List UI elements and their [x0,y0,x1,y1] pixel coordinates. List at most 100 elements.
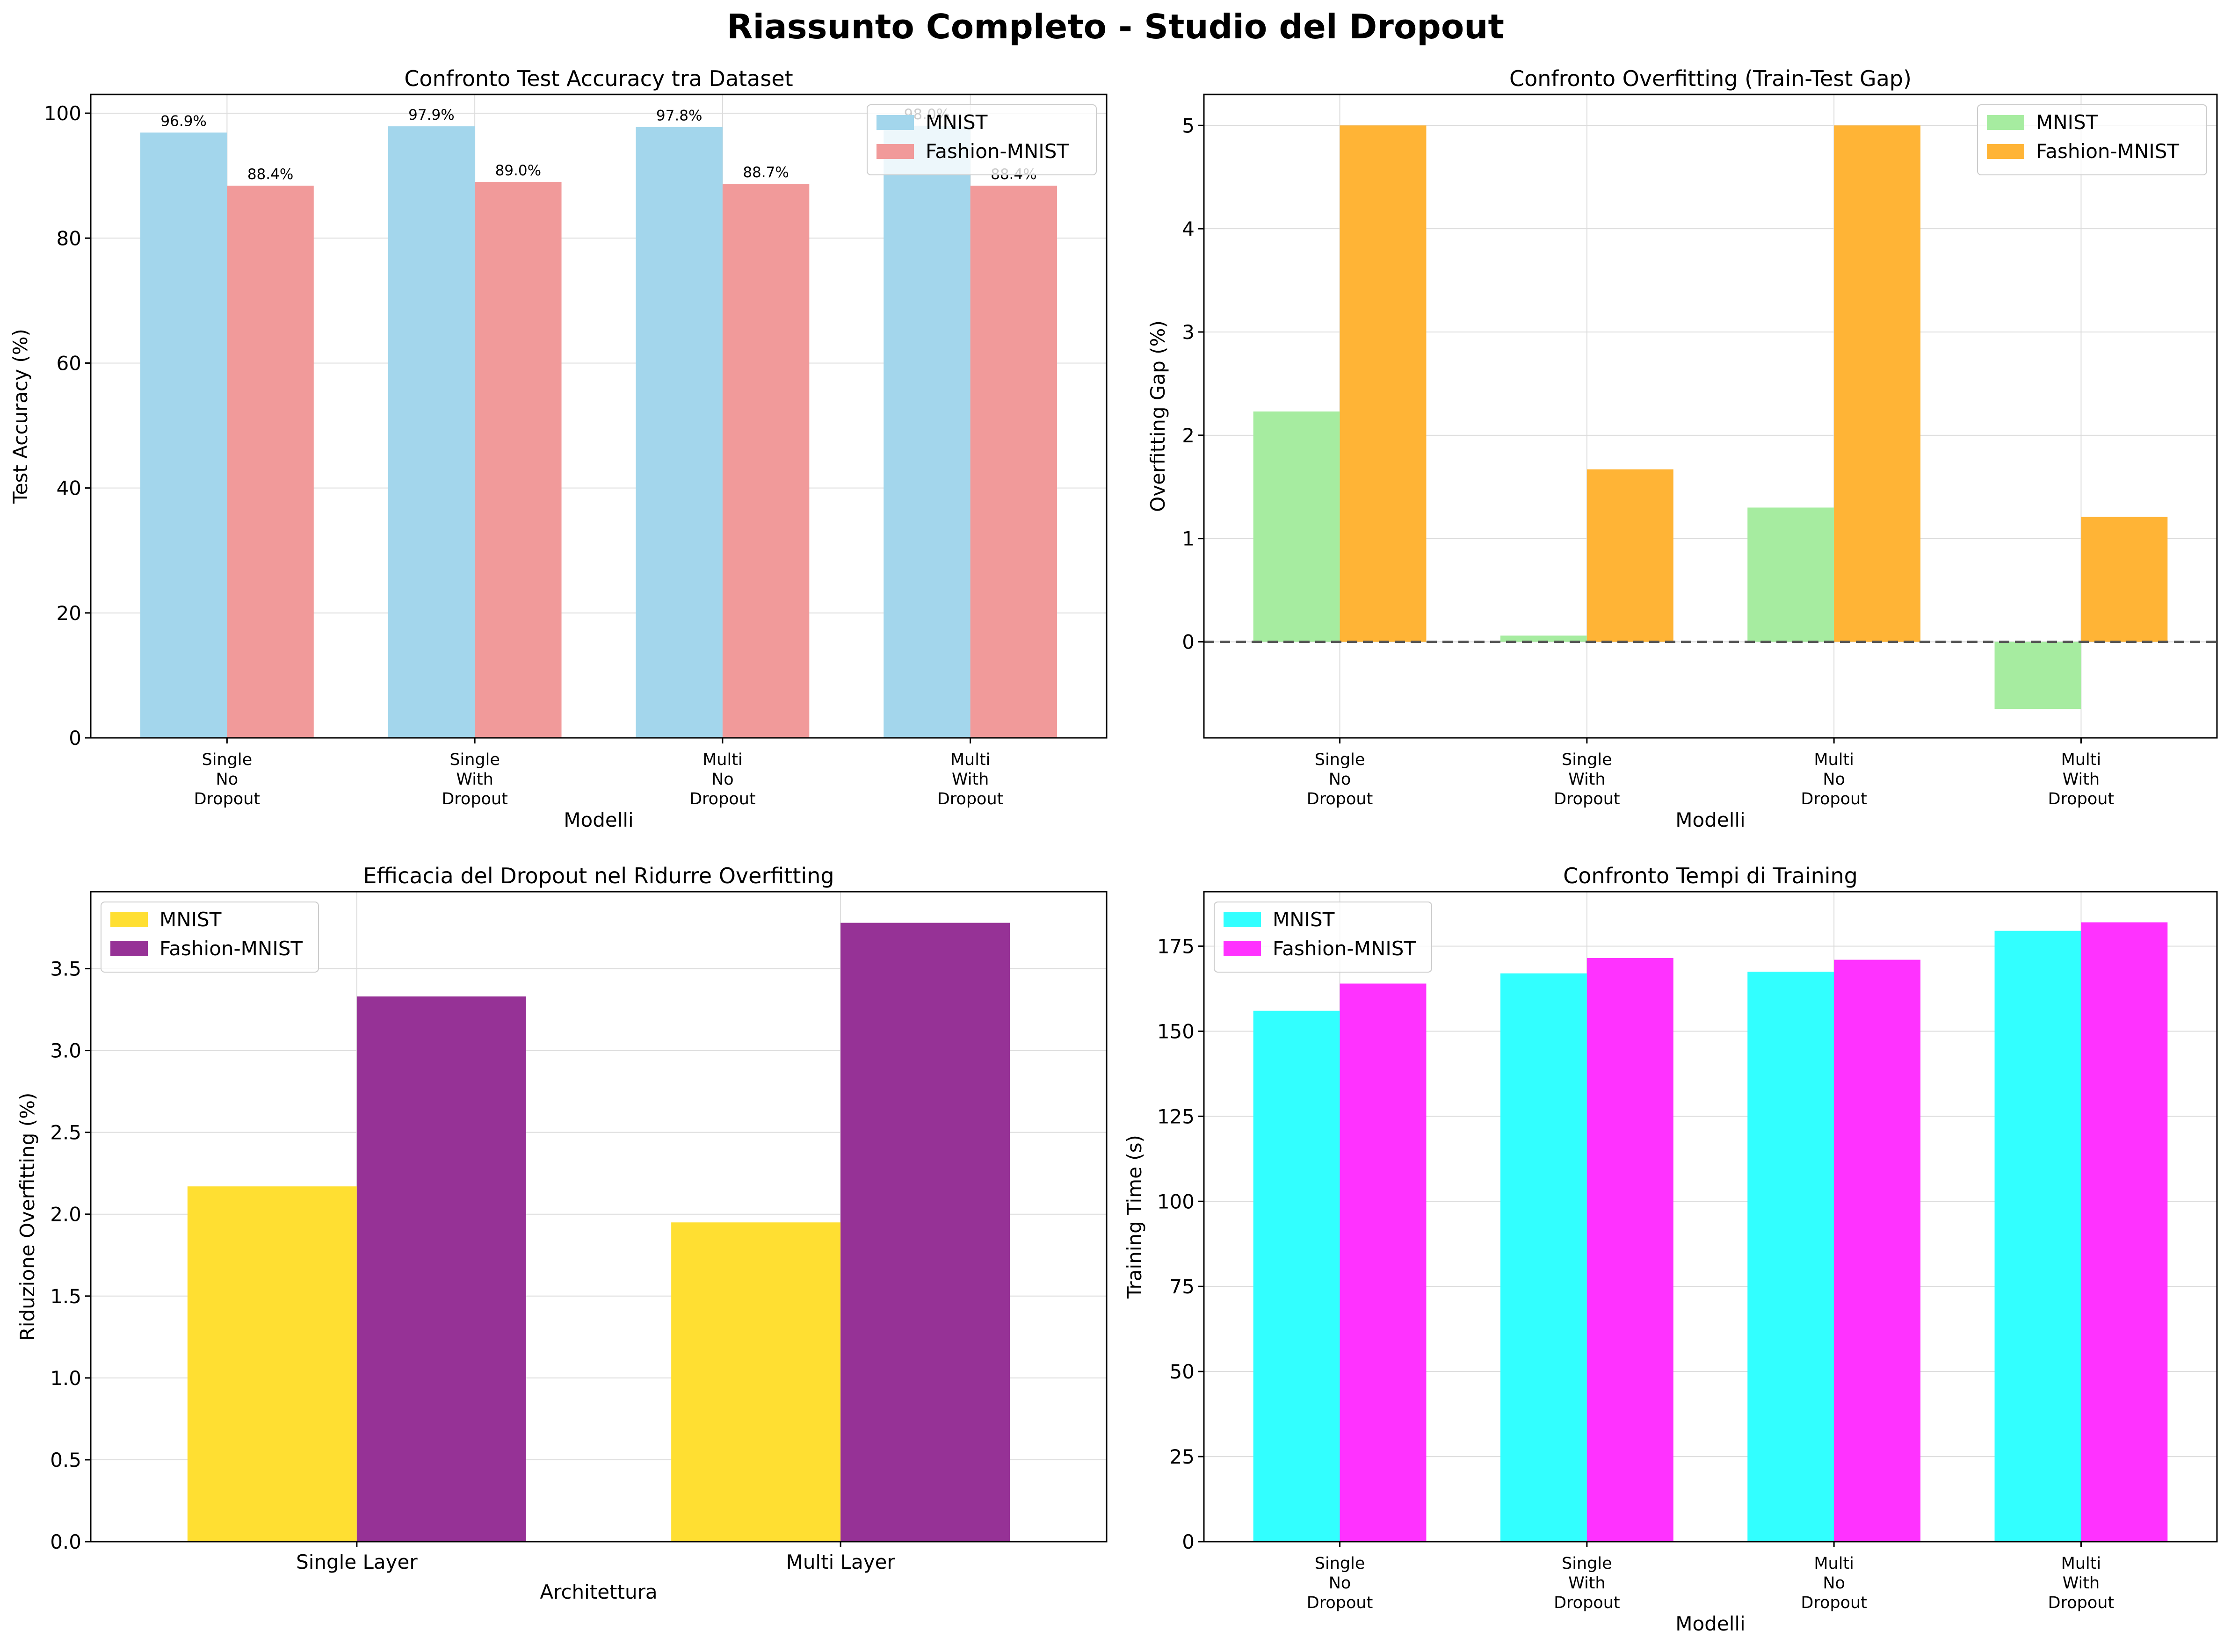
panel-title: Confronto Test Accuracy tra Dataset [404,66,793,91]
y-tick-label: 1 [1182,527,1195,550]
y-tick-label: 150 [1157,1020,1195,1043]
panel-test-accuracy: 96.9%97.9%97.8%98.0%88.4%89.0%88.7%88.4%… [9,66,1108,831]
panel-title: Confronto Overfitting (Train-Test Gap) [1509,66,1912,91]
x-category-label: Single No Dropout [1307,750,1373,808]
x-axis-label: Architettura [540,1580,657,1603]
bar-mnist [884,125,971,738]
bar-mnist [140,132,227,738]
bar-mnist [1994,642,2081,709]
y-tick-label: 0 [69,727,81,750]
legend-box [1214,902,1432,973]
panel-title: Efficacia del Dropout nel Ridurre Overfi… [363,863,834,888]
legend-label: MNIST [1273,908,1335,931]
x-axis-label: Modelli [564,808,633,831]
bar-fashion-mnist [2081,517,2168,642]
legend-swatch [1224,912,1261,927]
y-tick-label: 175 [1157,935,1195,958]
bar-fashion-mnist [970,186,1058,738]
bar-value-label: 97.8% [656,107,702,124]
panel-title: Confronto Tempi di Training [1563,863,1858,888]
legend-label: MNIST [926,111,988,134]
bar-mnist [1253,1010,1340,1542]
x-category-label: Single With Dropout [442,750,508,808]
y-tick-label: 40 [57,477,81,500]
y-tick-label: 5 [1182,114,1195,137]
y-tick-label: 20 [57,602,81,625]
bar-mnist [1500,635,1587,642]
legend-swatch [1987,115,2024,130]
bar-value-label: 97.9% [408,107,454,123]
y-tick-label: 60 [57,352,81,375]
axes-frame [90,891,1108,1543]
bar-fashion-mnist [475,182,562,738]
bar-mnist [1253,411,1340,642]
x-category-label: Single Layer [296,1551,418,1573]
y-tick-label: 0.0 [50,1530,81,1553]
y-axis-label: Training Time (s) [1123,1135,1146,1299]
x-axis-label: Modelli [1675,1612,1745,1635]
y-tick-label: 100 [1157,1190,1195,1213]
bar-fashion-mnist [1586,958,1673,1542]
bar-mnist [671,1222,841,1542]
y-tick-label: 3.0 [50,1039,81,1062]
legend-box [1977,104,2207,175]
bar-fashion-mnist [840,923,1010,1542]
y-axis-label: Overfitting Gap (%) [1146,320,1169,512]
y-tick-label: 0.5 [50,1449,81,1472]
axes-frame [1203,891,2218,1543]
bar-fashion-mnist [1340,983,1427,1542]
y-tick-label: 0 [1182,1530,1195,1553]
bar-fashion-mnist [1834,959,1921,1542]
bar-fashion-mnist [356,996,526,1542]
y-tick-label: 25 [1170,1445,1195,1468]
bar-mnist [187,1186,357,1542]
legend-label: MNIST [159,908,222,931]
x-category-label: Multi With Dropout [937,750,1004,808]
y-tick-label: 0 [1182,631,1195,654]
legend-swatch [1987,144,2024,159]
figure-suptitle: Riassunto Completo - Studio del Dropout [727,7,1504,46]
legend-swatch [110,941,148,956]
x-axis-label: Modelli [1675,808,1745,831]
y-tick-label: 100 [44,102,81,125]
bar-mnist [636,127,723,738]
x-category-label: Single With Dropout [1554,750,1620,808]
legend-box [101,902,319,973]
y-tick-label: 125 [1157,1105,1195,1128]
bar-fashion-mnist [227,186,314,738]
bar-value-label: 96.9% [160,113,206,130]
bar-fashion-mnist [722,184,810,738]
bar-mnist [1747,972,1834,1542]
y-tick-label: 4 [1182,217,1195,240]
bar-mnist [1500,973,1587,1542]
bar-value-label: 89.0% [495,162,541,179]
y-tick-label: 1.5 [50,1285,81,1308]
x-category-label: Multi With Dropout [2048,750,2115,808]
x-category-label: Single No Dropout [1307,1554,1373,1612]
x-category-label: Single With Dropout [1554,1554,1620,1612]
y-tick-label: 1.0 [50,1367,81,1390]
bar-mnist [1994,931,2081,1542]
y-tick-label: 3.5 [50,958,81,981]
bar-value-label: 88.7% [743,164,789,181]
axes-frame [90,94,1108,739]
bar-fashion-mnist [1586,469,1673,642]
bar-value-label: 88.4% [247,166,293,183]
axes-frame [1203,94,2218,739]
legend-swatch [110,912,148,927]
legend-swatch [1224,941,1261,956]
y-tick-label: 50 [1170,1360,1195,1383]
y-tick-label: 2.5 [50,1121,81,1144]
bar-fashion-mnist [2081,922,2168,1542]
legend-label: Fashion-MNIST [2036,140,2179,163]
x-category-label: Multi Layer [786,1551,896,1573]
bar-fashion-mnist [1340,125,1427,642]
y-axis-label: Test Accuracy (%) [9,329,32,504]
y-tick-label: 3 [1182,321,1195,344]
legend-box [867,104,1097,175]
legend-label: Fashion-MNIST [926,140,1069,163]
x-category-label: Multi With Dropout [2048,1554,2115,1612]
y-tick-label: 75 [1170,1275,1195,1298]
x-category-label: Multi No Dropout [1801,1554,1867,1612]
